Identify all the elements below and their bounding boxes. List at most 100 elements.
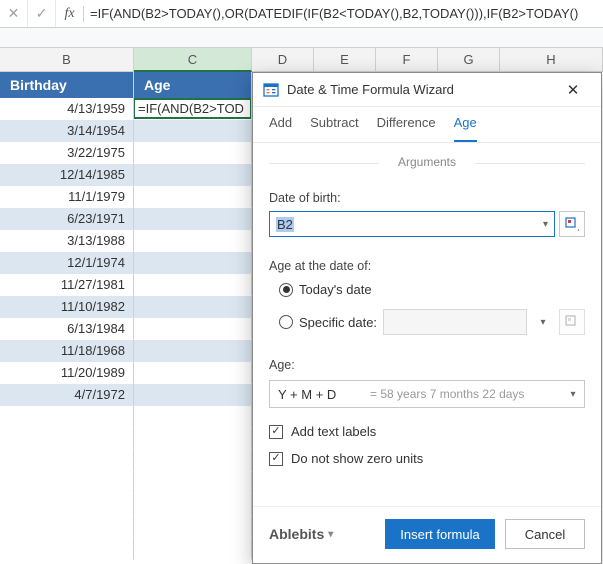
- cancel-formula-icon[interactable]: ✕: [0, 0, 28, 27]
- age-label: Age:: [269, 358, 585, 372]
- chevron-down-icon[interactable]: ▾: [543, 219, 548, 230]
- table-cell[interactable]: [134, 340, 252, 362]
- table-cell[interactable]: 12/1/1974: [0, 252, 134, 274]
- checkbox-add-labels[interactable]: Add text labels: [269, 424, 585, 439]
- header-age: Age: [134, 72, 252, 98]
- table-cell[interactable]: [134, 274, 252, 296]
- chevron-down-icon: ▾: [328, 529, 333, 540]
- col-header-c[interactable]: C: [134, 48, 252, 72]
- brand-menu[interactable]: Ablebits ▾: [269, 526, 375, 542]
- table-cell[interactable]: 6/23/1971: [0, 208, 134, 230]
- empty-cell[interactable]: [0, 406, 134, 428]
- table-cell[interactable]: [134, 164, 252, 186]
- table-cell[interactable]: 11/10/1982: [0, 296, 134, 318]
- col-header-h[interactable]: H: [500, 48, 603, 72]
- radio-specific-label: Specific date:: [299, 315, 377, 330]
- spacer: [0, 28, 603, 48]
- empty-cell[interactable]: [0, 494, 134, 516]
- empty-cell[interactable]: [134, 428, 252, 450]
- accept-formula-icon[interactable]: ✓: [28, 0, 56, 27]
- age-format-select[interactable]: Y + M + D = 58 years 7 months 22 days ▾: [269, 380, 585, 408]
- formula-text[interactable]: =IF(AND(B2>TODAY(),OR(DATEDIF(IF(B2<TODA…: [84, 6, 603, 21]
- empty-cell[interactable]: [134, 472, 252, 494]
- dob-input[interactable]: B2 ▾: [269, 211, 555, 237]
- arguments-label: Arguments: [253, 143, 601, 173]
- cancel-button[interactable]: Cancel: [505, 519, 585, 549]
- dob-value: B2: [276, 217, 294, 232]
- radio-icon: [279, 315, 293, 329]
- range-picker-button-disabled: [559, 309, 585, 335]
- table-cell[interactable]: [134, 252, 252, 274]
- table-cell[interactable]: 6/13/1984: [0, 318, 134, 340]
- tab-age[interactable]: Age: [454, 115, 477, 142]
- empty-cell[interactable]: [134, 450, 252, 472]
- age-preview: = 58 years 7 months 22 days: [370, 387, 562, 401]
- insert-formula-button[interactable]: Insert formula: [385, 519, 495, 549]
- wizard-icon: [263, 82, 279, 98]
- active-cell[interactable]: =IF(AND(B2>TOD: [134, 98, 252, 120]
- col-header-d[interactable]: D: [252, 48, 314, 72]
- table-cell[interactable]: 11/18/1968: [0, 340, 134, 362]
- table-cell[interactable]: 3/22/1975: [0, 142, 134, 164]
- empty-cell[interactable]: [134, 516, 252, 538]
- radio-today[interactable]: Today's date: [279, 282, 585, 297]
- empty-cell[interactable]: [0, 472, 134, 494]
- table-cell[interactable]: [134, 142, 252, 164]
- col-header-e[interactable]: E: [314, 48, 376, 72]
- radio-icon: [279, 283, 293, 297]
- radio-specific[interactable]: Specific date: ▾: [279, 309, 585, 335]
- tab-subtract[interactable]: Subtract: [310, 115, 358, 142]
- dialog-footer: Ablebits ▾ Insert formula Cancel: [253, 506, 601, 563]
- close-button[interactable]: ✕: [553, 73, 593, 106]
- table-cell[interactable]: [134, 362, 252, 384]
- header-birthday: Birthday: [0, 72, 134, 98]
- tab-difference[interactable]: Difference: [377, 115, 436, 142]
- table-cell[interactable]: [134, 120, 252, 142]
- empty-cell[interactable]: [0, 428, 134, 450]
- table-cell[interactable]: [134, 296, 252, 318]
- formula-bar: ✕ ✓ fx =IF(AND(B2>TODAY(),OR(DATEDIF(IF(…: [0, 0, 603, 28]
- age-at-label: Age at the date of:: [269, 259, 585, 273]
- chk2-label: Do not show zero units: [291, 451, 423, 466]
- empty-cell[interactable]: [0, 450, 134, 472]
- empty-cell[interactable]: [0, 538, 134, 560]
- table-cell[interactable]: 11/1/1979: [0, 186, 134, 208]
- specific-date-input: [383, 309, 527, 335]
- table-cell[interactable]: 11/27/1981: [0, 274, 134, 296]
- fx-icon[interactable]: fx: [56, 6, 84, 22]
- range-picker-button[interactable]: [559, 211, 585, 237]
- table-cell[interactable]: [134, 208, 252, 230]
- table-cell[interactable]: 4/7/1972: [0, 384, 134, 406]
- dialog-body: Date of birth: B2 ▾ Age at the date of: …: [253, 173, 601, 506]
- dialog-titlebar[interactable]: Date & Time Formula Wizard ✕: [253, 73, 601, 107]
- empty-cell[interactable]: [134, 494, 252, 516]
- formula-wizard-dialog: Date & Time Formula Wizard ✕ Add Subtrac…: [252, 72, 602, 564]
- table-cell[interactable]: 3/14/1954: [0, 120, 134, 142]
- empty-cell[interactable]: [0, 516, 134, 538]
- table-cell[interactable]: [134, 230, 252, 252]
- dob-label: Date of birth:: [269, 191, 585, 205]
- empty-cell[interactable]: [134, 406, 252, 428]
- checkbox-icon: [269, 425, 283, 439]
- table-cell[interactable]: [134, 318, 252, 340]
- chevron-down-icon: ▾: [562, 389, 584, 400]
- table-cell[interactable]: 11/20/1989: [0, 362, 134, 384]
- dialog-title: Date & Time Formula Wizard: [287, 82, 553, 97]
- tabs: Add Subtract Difference Age: [253, 107, 601, 143]
- table-cell[interactable]: [134, 186, 252, 208]
- checkbox-icon: [269, 452, 283, 466]
- table-cell[interactable]: [134, 384, 252, 406]
- chk1-label: Add text labels: [291, 424, 376, 439]
- col-header-b[interactable]: B: [0, 48, 134, 72]
- radio-today-label: Today's date: [299, 282, 372, 297]
- col-header-g[interactable]: G: [438, 48, 500, 72]
- table-cell[interactable]: 12/14/1985: [0, 164, 134, 186]
- age-format-value: Y + M + D: [270, 387, 370, 402]
- table-cell[interactable]: 4/13/1959: [0, 98, 134, 120]
- brand-label: Ablebits: [269, 526, 324, 542]
- tab-add[interactable]: Add: [269, 115, 292, 142]
- col-header-f[interactable]: F: [376, 48, 438, 72]
- table-cell[interactable]: 3/13/1988: [0, 230, 134, 252]
- checkbox-hide-zero[interactable]: Do not show zero units: [269, 451, 585, 466]
- empty-cell[interactable]: [134, 538, 252, 560]
